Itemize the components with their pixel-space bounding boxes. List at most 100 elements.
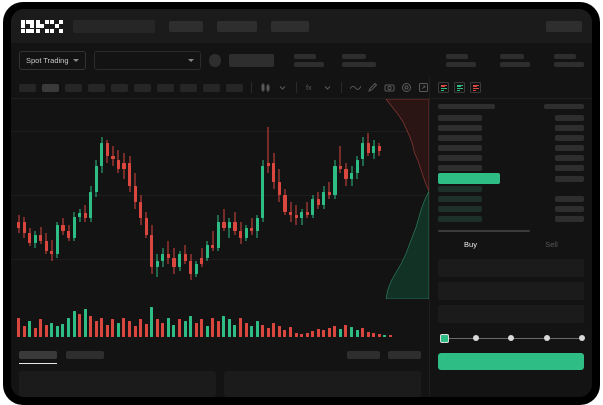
mode-selector-label: Spot Trading: [26, 55, 69, 65]
orderbook-bid-row[interactable]: [438, 184, 584, 194]
volume-bar: [366, 331, 370, 337]
submit-buy-button[interactable]: [438, 353, 584, 370]
gridline: [11, 195, 429, 196]
order-amount-input[interactable]: [438, 282, 584, 300]
candle: [205, 99, 209, 299]
volume-bar: [133, 326, 137, 337]
volume-bar: [261, 324, 265, 337]
order-tab-sell[interactable]: Sell: [545, 239, 558, 249]
orderbook-ask-row[interactable]: [438, 143, 584, 153]
stat-value: [342, 61, 377, 67]
stat-0: [294, 53, 325, 67]
orders-panel-0[interactable]: [19, 371, 216, 397]
order-book[interactable]: [430, 99, 592, 224]
orderbook-scrollbar[interactable]: [438, 230, 530, 232]
orderbook-bid-row[interactable]: [438, 204, 584, 214]
timeframe-btn-9[interactable]: [226, 83, 243, 92]
fullscreen-icon[interactable]: [418, 82, 429, 93]
okx-logo[interactable]: [21, 19, 63, 33]
volume-bar: [211, 317, 215, 337]
candle: [266, 99, 270, 299]
candle: [338, 99, 343, 299]
volume-bar: [61, 323, 65, 337]
candlestick-type-icon[interactable]: [260, 82, 271, 93]
orderbook-ask-row[interactable]: [438, 133, 584, 143]
slider-stop-3[interactable]: [543, 335, 550, 341]
header-search-input[interactable]: [73, 19, 155, 33]
orderbook-ask-row[interactable]: [438, 153, 584, 163]
chart-type-chevron-icon[interactable]: [277, 82, 288, 93]
candle: [372, 99, 376, 299]
slider-stop-1[interactable]: [472, 335, 479, 341]
order-percent-slider[interactable]: [440, 333, 585, 344]
volume-bar: [388, 335, 392, 337]
timeframe-btn-5[interactable]: [134, 83, 151, 92]
timeframe-btn-4[interactable]: [111, 83, 128, 92]
candle: [172, 99, 176, 299]
orderbook-ask-row[interactable]: [438, 123, 584, 133]
pair-select[interactable]: [93, 50, 202, 70]
header-nav-item-0[interactable]: [169, 20, 203, 32]
timeframe-btn-8[interactable]: [203, 83, 220, 92]
orderbook-col-price: [438, 104, 495, 109]
orderbook-bids-icon[interactable]: [454, 82, 465, 93]
header-nav-item-2[interactable]: [271, 20, 309, 32]
orderbook-col-size: [544, 104, 584, 109]
timeframe-btn-7[interactable]: [180, 83, 197, 92]
slider-stop-0[interactable]: [440, 333, 449, 343]
volume-bar: [311, 330, 315, 337]
mode-selector-spot-trading[interactable]: Spot Trading: [19, 50, 86, 70]
price-chart[interactable]: [11, 99, 429, 299]
indicators-chevron-icon[interactable]: [322, 82, 333, 93]
volume-bar: [205, 326, 209, 337]
candle: [111, 99, 115, 299]
candle: [166, 99, 171, 299]
line-tool-icon[interactable]: [350, 82, 361, 93]
candle: [294, 99, 298, 299]
timeframe-btn-2[interactable]: [65, 83, 82, 92]
orderbook-ask-row[interactable]: [438, 163, 584, 173]
settings-gear-icon[interactable]: [401, 82, 412, 93]
order-price-input[interactable]: [438, 259, 584, 277]
header-nav-item-1[interactable]: [217, 20, 257, 32]
orders-action-0[interactable]: [347, 351, 380, 359]
orders-tab-1[interactable]: [66, 351, 104, 359]
timeframe-btn-1[interactable]: [42, 83, 59, 92]
volume-bar: [327, 328, 331, 337]
order-total-input[interactable]: [438, 305, 584, 323]
timeframe-btn-6[interactable]: [157, 83, 174, 92]
pencil-icon[interactable]: [367, 82, 378, 93]
orderbook-bid-row[interactable]: [438, 194, 584, 204]
order-tab-buy[interactable]: Buy: [464, 239, 477, 249]
indicators-icon[interactable]: fx: [305, 82, 316, 93]
last-price-value: [228, 53, 275, 67]
orders-panel-1[interactable]: [224, 371, 421, 397]
slider-stop-4[interactable]: [579, 335, 585, 341]
volume-bar: [177, 319, 181, 337]
volume-bar: [383, 335, 387, 337]
stat-1: [342, 53, 377, 67]
volume-bar: [94, 321, 98, 337]
timeframe-btn-3[interactable]: [88, 83, 105, 92]
candle: [61, 99, 65, 299]
volume-bar: [338, 329, 342, 337]
camera-icon[interactable]: [384, 82, 395, 93]
orderbook-ask-row[interactable]: [438, 113, 584, 123]
orders-action-1[interactable]: [388, 351, 421, 359]
orders-tab-label: [19, 351, 57, 359]
orderbook-both-icon[interactable]: [438, 82, 449, 93]
volume-bar: [233, 324, 237, 337]
timeframe-btn-0[interactable]: [19, 83, 36, 92]
right-column: Buy Sell: [429, 77, 592, 397]
slider-stop-2[interactable]: [508, 335, 514, 341]
volume-bar: [377, 334, 381, 337]
orderbook-asks-icon[interactable]: [470, 82, 481, 93]
volume-bar: [122, 317, 126, 337]
orders-tab-0[interactable]: [19, 351, 57, 364]
pair-coin-avatar: [209, 53, 221, 67]
volume-bar: [111, 319, 115, 337]
volume-bar: [78, 314, 82, 337]
order-form-fields: [430, 253, 592, 323]
header-nav-item-3[interactable]: [546, 20, 582, 32]
orderbook-bid-row[interactable]: [438, 214, 584, 224]
